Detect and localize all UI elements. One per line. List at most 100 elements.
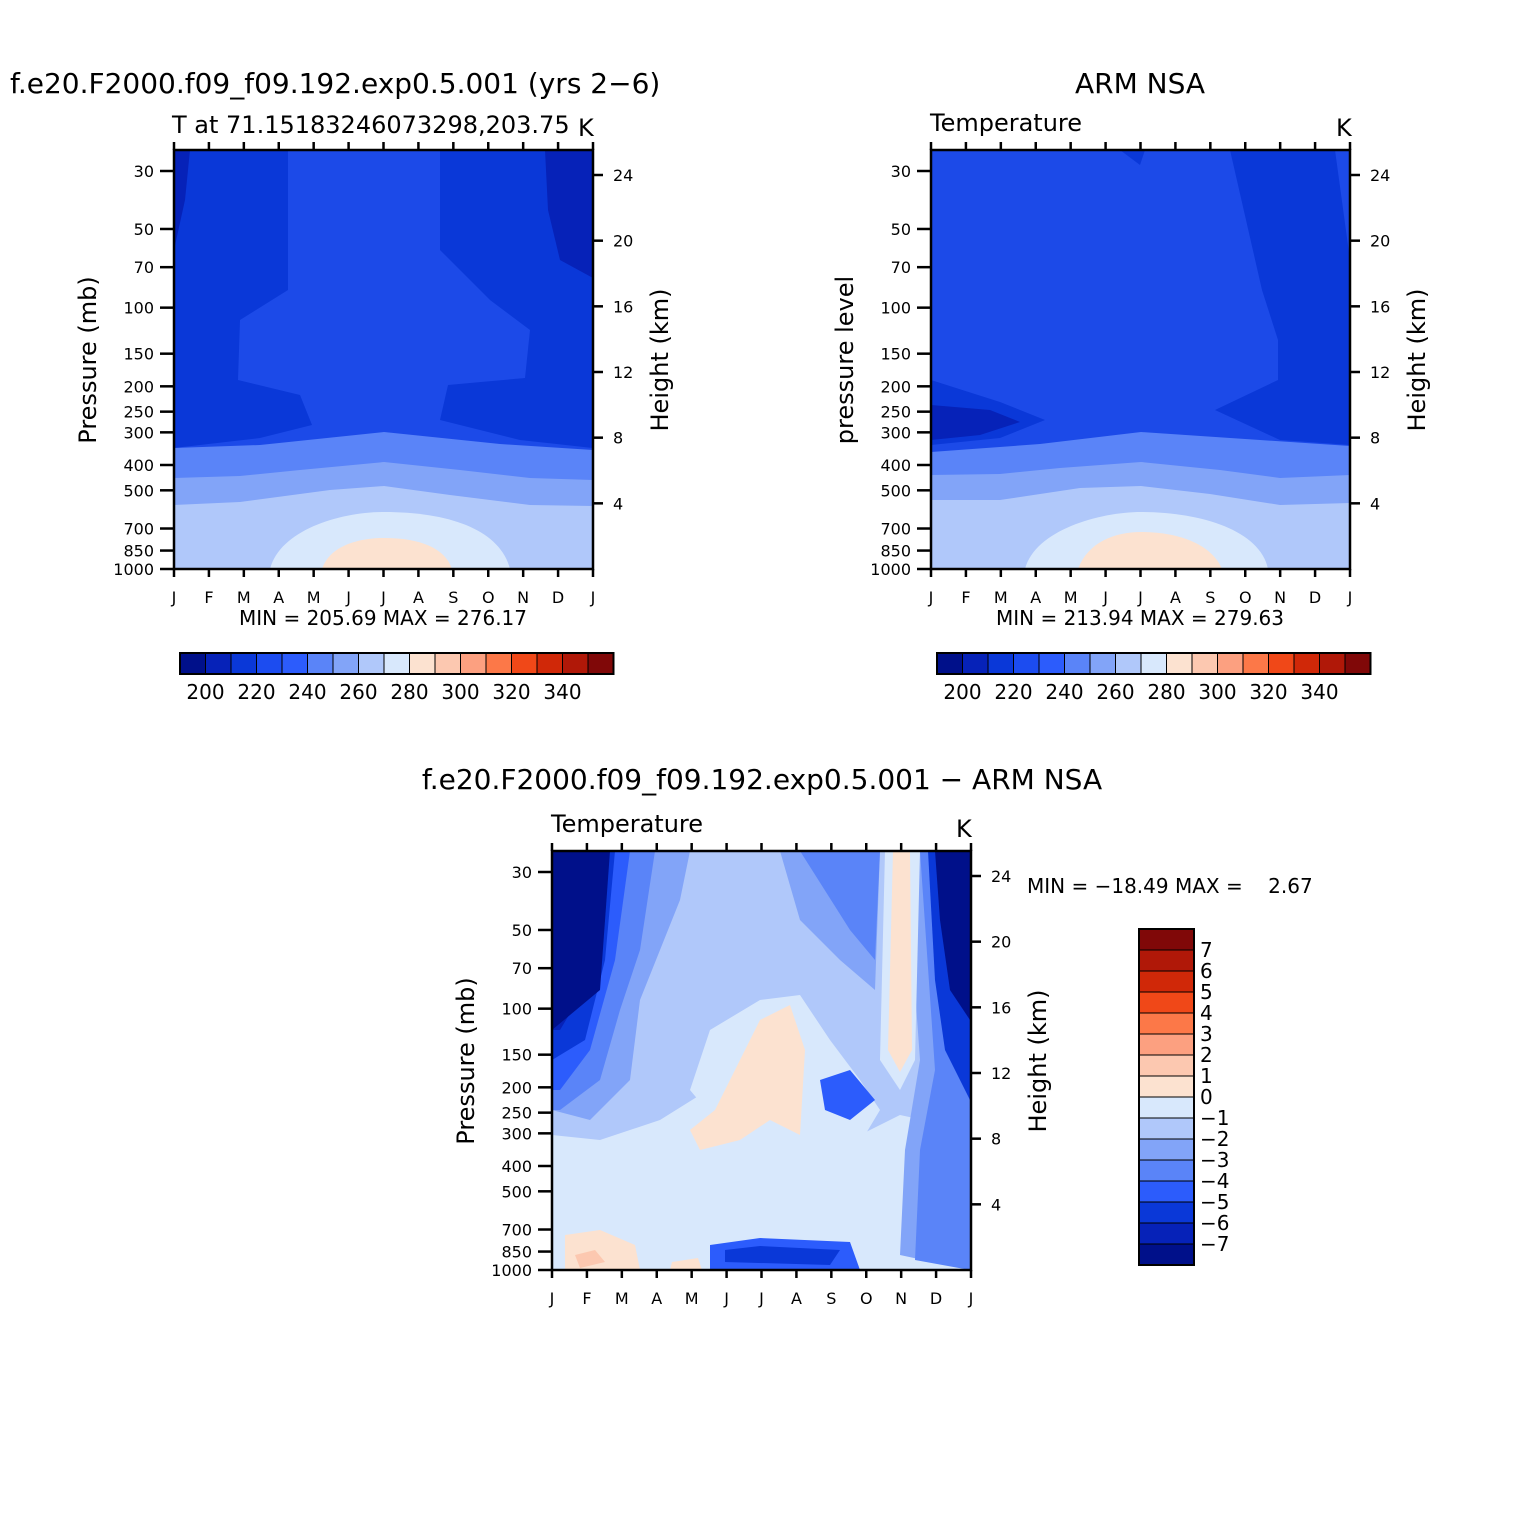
- colorbar-frame: [179, 652, 615, 675]
- y-tick-label: 500: [123, 481, 154, 500]
- x-tick-label: J: [968, 1289, 974, 1308]
- y-tick-label: 30: [134, 162, 154, 181]
- y2-tick-label: 16: [613, 297, 633, 316]
- colorbar-swatch: [1138, 1201, 1195, 1224]
- colorbar-label: 3: [1200, 1022, 1213, 1046]
- y-tick-label: 250: [880, 403, 911, 422]
- x-tick-label: S: [826, 1289, 836, 1308]
- contour-level: [820, 1070, 875, 1120]
- x-tick-label: J: [549, 1289, 555, 1308]
- y2-tick-label: 12: [991, 1064, 1011, 1083]
- colorbar-label: −3: [1200, 1148, 1229, 1172]
- x-tick-label: J: [380, 588, 386, 607]
- y-tick-label: 300: [880, 423, 911, 442]
- colorbar-swatch: [179, 652, 206, 675]
- colorbar-swatch: [434, 652, 461, 675]
- colorbar-swatch: [1013, 652, 1040, 675]
- x-tick-label: J: [171, 588, 177, 607]
- y2-tick-label: 8: [1370, 429, 1380, 448]
- colorbar-swatch: [1089, 652, 1116, 675]
- colorbar-label: 0: [1200, 1085, 1213, 1109]
- y2-axis-label: Height (km): [1024, 990, 1052, 1133]
- contour-level: [545, 150, 593, 278]
- colorbar-label: 5: [1200, 980, 1213, 1004]
- y-tick-label: 850: [880, 542, 911, 561]
- x-tick-label: M: [685, 1289, 699, 1308]
- panel-obs-units: K: [1336, 114, 1353, 142]
- y-axis-label: Pressure (mb): [74, 276, 102, 443]
- colorbar-swatch: [1138, 949, 1195, 972]
- contour-level: [174, 150, 312, 448]
- panel-diff-title: f.e20.F2000.f09_f09.192.exp0.5.001 − ARM…: [422, 763, 1102, 796]
- colorbar-swatch: [1140, 652, 1167, 675]
- y-tick-label: 50: [512, 921, 532, 940]
- colorbar-swatch: [1138, 1096, 1195, 1119]
- colorbar-label: 300: [441, 680, 479, 704]
- colorbar-label: 7: [1200, 938, 1213, 962]
- colorbar-label: 2: [1200, 1043, 1213, 1067]
- colorbar-swatch: [1242, 652, 1269, 675]
- colorbar-swatch: [987, 652, 1014, 675]
- colorbar-label: 200: [186, 680, 224, 704]
- y-tick-label: 300: [123, 423, 154, 442]
- y-tick-label: 700: [123, 520, 154, 539]
- x-tick-label: A: [273, 588, 284, 607]
- x-tick-label: A: [413, 588, 424, 607]
- panel-obs-colorbar: 200 220 240 260 280 300 320 340: [936, 652, 1372, 704]
- y-tick-label: 1000: [491, 1261, 532, 1280]
- colorbar-label: −6: [1200, 1211, 1229, 1235]
- y2-tick-label: 20: [991, 933, 1011, 952]
- y-tick-label: 30: [512, 863, 532, 882]
- colorbar-swatch: [383, 652, 410, 675]
- colorbar-label: 320: [1249, 680, 1287, 704]
- colorbar-frame: [936, 652, 1372, 675]
- colorbar-swatch: [1138, 1054, 1195, 1077]
- colorbar-label: 240: [1045, 680, 1083, 704]
- y-tick-label: 850: [501, 1243, 532, 1262]
- panel-diff-minmax: MIN = −18.49 MAX = 2.67: [1027, 874, 1313, 898]
- y2-tick-label: 12: [613, 363, 633, 382]
- y-tick-label: 100: [123, 299, 154, 318]
- y2-tick-label: 24: [1370, 166, 1390, 185]
- y2-tick-label: 20: [613, 232, 633, 251]
- colorbar-frame: [1138, 928, 1195, 1266]
- y-tick-label: 70: [134, 258, 154, 277]
- x-tick-label: F: [582, 1289, 591, 1308]
- x-tick-label: A: [651, 1289, 662, 1308]
- colorbar-swatch: [1038, 652, 1065, 675]
- colorbar-swatch: [1138, 1033, 1195, 1056]
- colorbar-swatch: [1344, 652, 1371, 675]
- x-tick-label: O: [1239, 588, 1252, 607]
- colorbar-swatch: [511, 652, 538, 675]
- colorbar-swatch: [230, 652, 257, 675]
- contour-level: [670, 1258, 702, 1270]
- colorbar-label: 220: [237, 680, 275, 704]
- colorbar-swatch: [460, 652, 487, 675]
- panel-model-minmax: MIN = 205.69 MAX = 276.17: [239, 606, 527, 630]
- panel-model-title: f.e20.F2000.f09_f09.192.exp0.5.001 (yrs …: [10, 67, 660, 100]
- colorbar-swatch: [205, 652, 232, 675]
- colorbar-label: 240: [288, 680, 326, 704]
- y2-tick-label: 8: [613, 429, 623, 448]
- colorbar-swatch: [587, 652, 614, 675]
- x-tick-label: N: [1274, 588, 1286, 607]
- panel-model-contours: [174, 150, 593, 569]
- colorbar-swatch: [1138, 1012, 1195, 1035]
- x-tick-label: S: [1205, 588, 1215, 607]
- y-tick-label: 200: [880, 377, 911, 396]
- contour-level: [931, 405, 1020, 440]
- panel-obs-contours: [931, 150, 1350, 569]
- colorbar-swatch: [1115, 652, 1142, 675]
- colorbar-label: 340: [1300, 680, 1338, 704]
- colorbar-swatch: [409, 652, 436, 675]
- colorbar-swatch: [936, 652, 963, 675]
- colorbar-label: 280: [1147, 680, 1185, 704]
- panel-diff-contours: [552, 851, 971, 1270]
- y-tick-label: 150: [501, 1046, 532, 1065]
- panel-obs: ARM NSA Temperature K pressure level Hei…: [831, 67, 1431, 704]
- colorbar-swatch: [1268, 652, 1295, 675]
- y-tick-label: 1000: [870, 560, 911, 579]
- colorbar-swatch: [1138, 1075, 1195, 1098]
- y-tick-label: 500: [880, 481, 911, 500]
